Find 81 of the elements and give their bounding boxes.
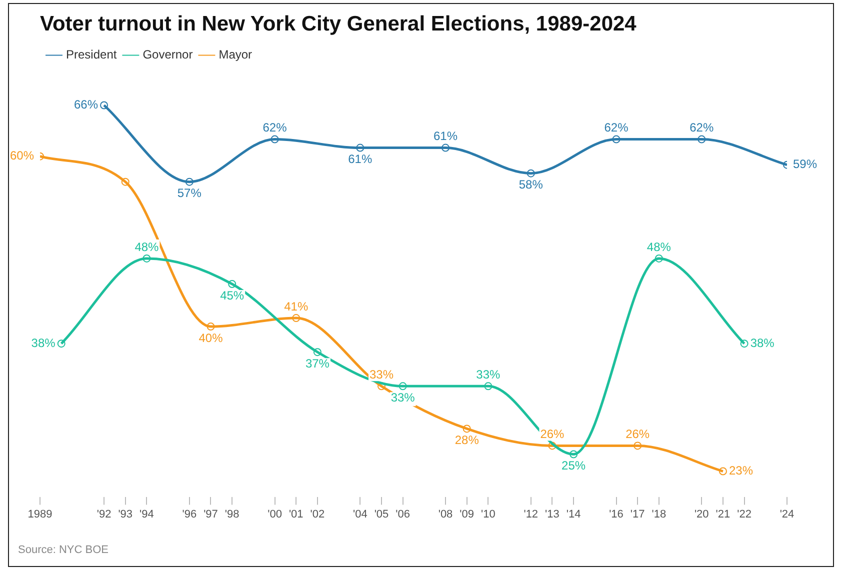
data-label: 33% [390, 390, 416, 404]
data-label: 37% [305, 356, 330, 370]
x-tick-label: '10 [481, 508, 496, 520]
data-label: 48% [134, 240, 160, 254]
x-tick-label: '02 [310, 508, 325, 520]
data-label: 62% [262, 120, 288, 135]
point [634, 442, 642, 450]
x-tick-label: '94 [140, 508, 154, 520]
data-label: 28% [454, 433, 480, 448]
data-label: 26% [540, 427, 565, 442]
source-note: Source: NYC BOE [18, 544, 108, 556]
x-tick-label: '01 [288, 508, 304, 520]
legend-label: Mayor [218, 48, 252, 62]
x-tick-label: '08 [438, 508, 453, 520]
point [121, 178, 130, 186]
data-label: 57% [177, 186, 202, 200]
point [398, 382, 407, 390]
x-tick-label: '17 [630, 508, 645, 520]
x-tick-label: '13 [545, 508, 560, 520]
point [142, 254, 151, 262]
x-tick-label: '20 [694, 508, 709, 520]
data-label: 33% [476, 367, 501, 382]
legend-label: Governor [142, 48, 193, 62]
chart-title: Voter turnout in New York City General Elections, 1989-2024 [40, 12, 637, 36]
data-label: 59% [793, 157, 818, 172]
point [228, 280, 236, 288]
x-tick-label: '04 [352, 508, 368, 520]
point [548, 442, 556, 450]
x-tick-label: '93 [118, 508, 133, 520]
point [654, 254, 663, 262]
x-tick-label: '00 [268, 508, 282, 520]
data-label: 62% [604, 120, 629, 135]
point [740, 340, 748, 348]
x-tick-label: '14 [566, 508, 581, 520]
point [313, 348, 322, 356]
point [57, 340, 66, 348]
point [526, 169, 535, 178]
point [356, 144, 364, 152]
x-tick-label: '16 [609, 508, 624, 520]
data-label: 26% [626, 427, 650, 442]
data-label: 61% [434, 129, 458, 144]
point [484, 382, 492, 390]
x-tick-label: '05 [374, 508, 389, 520]
data-label: 41% [284, 299, 308, 314]
point [270, 135, 279, 144]
x-tick-label: '97 [204, 508, 218, 520]
x-tick-label: '98 [224, 508, 240, 520]
x-tick-label: '09 [460, 508, 474, 520]
data-label: 33% [369, 367, 394, 382]
data-label: 60% [10, 148, 34, 163]
data-label: 45% [220, 288, 244, 302]
point [442, 144, 450, 152]
point [100, 101, 108, 110]
point [206, 322, 215, 331]
x-tick-label: '92 [96, 508, 112, 520]
data-label: 62% [690, 120, 714, 135]
x-tick-label: '96 [182, 508, 197, 520]
data-label: 61% [348, 152, 372, 166]
data-label: 23% [728, 464, 754, 478]
x-tick-label: '21 [716, 508, 730, 520]
legend-label: President [66, 48, 118, 62]
x-tick-label: 1989 [28, 508, 52, 520]
x-tick-label: '22 [737, 508, 752, 520]
data-label: 66% [74, 98, 98, 112]
point [612, 135, 620, 144]
x-tick-label: '24 [780, 508, 794, 520]
point [185, 178, 194, 186]
data-label: 40% [198, 330, 224, 345]
x-tick-label: '06 [396, 508, 410, 520]
point [570, 450, 578, 458]
data-label: 38% [750, 336, 775, 350]
point [292, 314, 300, 322]
data-label: 38% [31, 336, 56, 350]
point [698, 135, 706, 144]
point [462, 424, 471, 433]
point [718, 467, 727, 476]
data-label: 58% [518, 178, 544, 192]
data-label: 25% [562, 458, 586, 473]
x-tick-label: '18 [652, 508, 666, 520]
data-label: 48% [646, 240, 672, 254]
x-tick-label: '12 [524, 508, 538, 520]
